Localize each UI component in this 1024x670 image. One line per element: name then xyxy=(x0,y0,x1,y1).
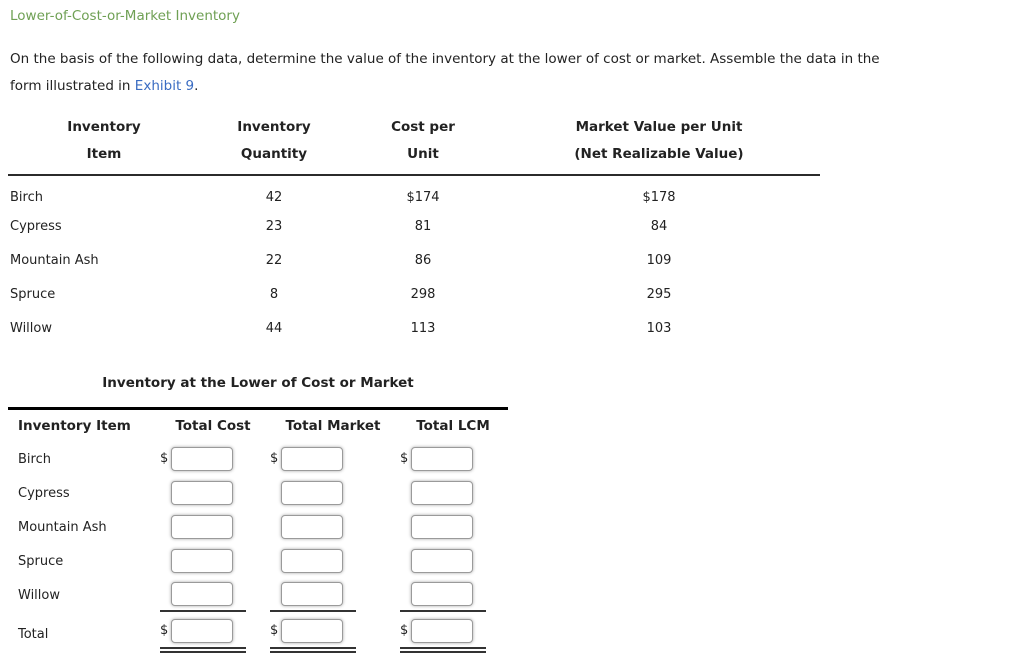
cell-item: Willow xyxy=(10,320,52,336)
spruce-total-cost-input[interactable] xyxy=(171,548,233,573)
cell-item: Birch xyxy=(10,189,43,205)
table-row-cypress: Cypress 23 81 84 xyxy=(8,209,820,243)
total-total-market-input[interactable] xyxy=(281,618,343,643)
instructions-line2-suffix: . xyxy=(194,78,199,94)
lcm-header-total-market: Total Market xyxy=(268,407,398,443)
lcm-header-row: Inventory Item Total Cost Total Market T… xyxy=(8,407,508,443)
row-label: Cypress xyxy=(18,486,70,501)
header-inventory-item: Inventory Item xyxy=(8,114,200,176)
table-row-spruce: Spruce 8 298 295 xyxy=(8,277,820,311)
lcm-header-total-cost: Total Cost xyxy=(158,407,268,443)
lcm-form-section: Inventory at the Lower of Cost or Market… xyxy=(8,375,1024,657)
header-market-value-per-unit: Market Value per Unit (Net Realizable Val… xyxy=(498,114,820,176)
cell-item: Cypress xyxy=(10,218,62,234)
table-row-birch: Birch 42 $174 $178 xyxy=(8,175,820,209)
dollar-sign: $ xyxy=(160,623,169,638)
cell-market: 84 xyxy=(650,218,668,234)
cypress-total-lcm-input[interactable] xyxy=(411,480,473,505)
total-label: Total xyxy=(18,627,49,642)
lcm-header-total-lcm: Total LCM xyxy=(398,407,508,443)
willow-total-market-input[interactable] xyxy=(281,581,343,606)
inventory-data-table: Inventory Item Inventory Quantity Cost per… xyxy=(8,114,820,345)
instructions-line2-prefix: form illustrated in xyxy=(10,78,135,94)
spruce-total-market-input[interactable] xyxy=(281,548,343,573)
dollar-sign: $ xyxy=(400,451,409,466)
birch-total-cost-input[interactable] xyxy=(171,446,233,471)
cell-cost: $174 xyxy=(406,189,440,205)
cypress-total-cost-input[interactable] xyxy=(171,480,233,505)
cell-quantity: 42 xyxy=(265,189,283,205)
dollar-sign: $ xyxy=(270,451,279,466)
cell-quantity: 22 xyxy=(265,252,283,268)
table-row-mountain-ash: Mountain Ash 22 86 109 xyxy=(8,243,820,277)
cell-cost: 113 xyxy=(410,320,436,336)
cell-market: $178 xyxy=(642,189,676,205)
cell-item: Mountain Ash xyxy=(10,252,99,268)
dollar-sign: $ xyxy=(270,623,279,638)
lcm-form-title: Inventory at the Lower of Cost or Market xyxy=(102,375,414,391)
mountain-ash-total-market-input[interactable] xyxy=(281,514,343,539)
birch-total-market-input[interactable] xyxy=(281,446,343,471)
mountain-ash-total-cost-input[interactable] xyxy=(171,514,233,539)
cell-item: Spruce xyxy=(10,286,56,302)
instructions: On the basis of the following data, dete… xyxy=(10,46,1024,100)
exhibit-9-link[interactable]: Exhibit 9 xyxy=(134,78,195,94)
row-label: Mountain Ash xyxy=(18,520,107,535)
cell-quantity: 23 xyxy=(265,218,283,234)
cell-quantity: 44 xyxy=(265,320,283,336)
mountain-ash-total-lcm-input[interactable] xyxy=(411,514,473,539)
total-total-cost-input[interactable] xyxy=(171,618,233,643)
lcm-row-cypress: Cypress $ $ $ xyxy=(8,477,508,511)
header-inventory-quantity: Inventory Quantity xyxy=(200,114,348,176)
dollar-sign: $ xyxy=(160,451,169,466)
cell-cost: 81 xyxy=(414,218,432,234)
header-cost-per-unit: Cost per Unit xyxy=(348,114,498,176)
cell-market: 109 xyxy=(646,252,672,268)
willow-total-cost-input[interactable] xyxy=(171,581,233,606)
lcm-header-inventory-item: Inventory Item xyxy=(8,407,158,443)
total-total-lcm-input[interactable] xyxy=(411,618,473,643)
cell-quantity: 8 xyxy=(269,286,279,302)
lcm-row-birch: Birch $ $ $ xyxy=(8,443,508,477)
birch-total-lcm-input[interactable] xyxy=(411,446,473,471)
lcm-row-spruce: Spruce $ $ $ xyxy=(8,545,508,579)
dollar-sign: $ xyxy=(400,623,409,638)
lcm-row-willow: Willow $ $ $ xyxy=(8,579,508,613)
spruce-total-lcm-input[interactable] xyxy=(411,548,473,573)
lcm-row-total: Total $ $ $ xyxy=(8,613,508,657)
lcm-form-table: Inventory Item Total Cost Total Market T… xyxy=(8,407,508,657)
lcm-row-mountain-ash: Mountain Ash $ $ $ xyxy=(8,511,508,545)
row-label: Birch xyxy=(18,452,51,467)
willow-total-lcm-input[interactable] xyxy=(411,581,473,606)
row-label: Spruce xyxy=(18,554,64,569)
table-row-willow: Willow 44 113 103 xyxy=(8,311,820,345)
cell-market: 295 xyxy=(646,286,672,302)
data-table-header-row: Inventory Item Inventory Quantity Cost per… xyxy=(8,114,820,176)
cypress-total-market-input[interactable] xyxy=(281,480,343,505)
cell-cost: 298 xyxy=(410,286,436,302)
page-title: Lower-of-Cost-or-Market Inventory xyxy=(10,8,240,24)
cell-market: 103 xyxy=(646,320,672,336)
instructions-line1: On the basis of the following data, dete… xyxy=(10,51,880,67)
row-label: Willow xyxy=(18,588,60,603)
cell-cost: 86 xyxy=(414,252,432,268)
instructions-line2: form illustrated in Exhibit 9. xyxy=(10,73,1024,100)
